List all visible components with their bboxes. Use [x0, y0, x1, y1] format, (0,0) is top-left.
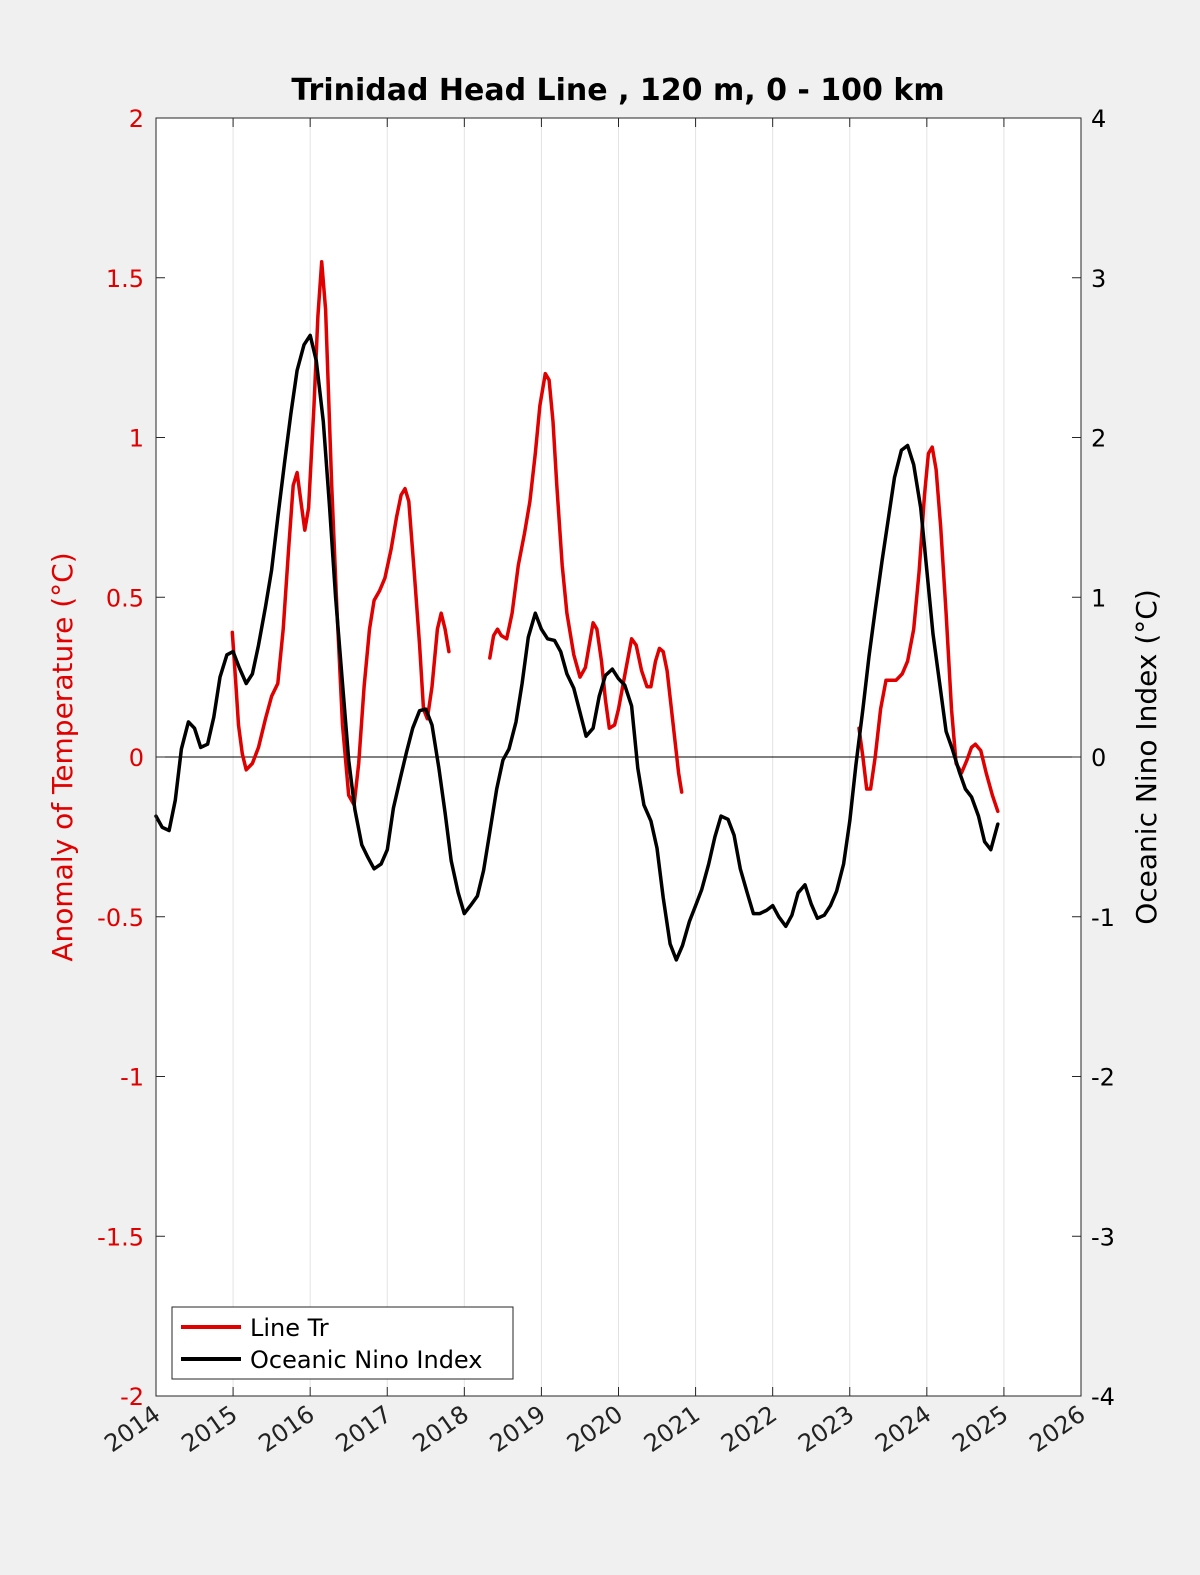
y2-tick-label: 2: [1091, 425, 1106, 453]
series-line-segment: [154, 333, 1000, 962]
y-tick-label: -1.5: [97, 1223, 144, 1251]
y2-tick-label: 4: [1091, 105, 1106, 133]
series-oni: [154, 333, 1000, 962]
y-tick-label: -2: [120, 1383, 144, 1411]
legend: Line Tr Oceanic Nino Index: [171, 1306, 514, 1380]
series-line-segment: [857, 445, 1000, 814]
series-layer: [154, 260, 1000, 962]
chart-title: Trinidad Head Line , 120 m, 0 - 100 km: [291, 73, 944, 108]
y2-tick-label: 1: [1091, 584, 1106, 612]
legend-label-line-tr: Line Tr: [250, 1314, 329, 1342]
y-tick-label: 0.5: [106, 584, 144, 612]
y2-tick-label: 3: [1091, 265, 1106, 293]
y2-tick-label: -1: [1091, 904, 1115, 932]
y2-tick-label: -2: [1091, 1064, 1115, 1092]
series-line-segment: [488, 371, 684, 794]
y-tick-label: 1: [129, 425, 144, 453]
left-axis-ticks: -2 -1.5 -1 -0.5 0 0.5 1 1.5 2: [97, 105, 165, 1411]
legend-box: [171, 1306, 514, 1380]
y2-axis-label: Oceanic Nino Index (°C): [1130, 589, 1163, 925]
y-tick-label: 2: [129, 105, 144, 133]
y-tick-label: 0: [129, 744, 144, 772]
y-axis-label: Anomaly of Temperature (°C): [46, 552, 79, 961]
y2-tick-label: -3: [1091, 1223, 1115, 1251]
y2-tick-label: 0: [1091, 744, 1106, 772]
y-tick-label: -0.5: [97, 904, 144, 932]
y-tick-label: -1: [120, 1064, 144, 1092]
y-tick-label: 1.5: [106, 265, 144, 293]
y2-tick-label: -4: [1091, 1383, 1115, 1411]
legend-label-oni: Oceanic Nino Index: [250, 1346, 482, 1374]
right-axis-ticks: -4 -3 -2 -1 0 1 2 3 4: [1072, 105, 1115, 1411]
